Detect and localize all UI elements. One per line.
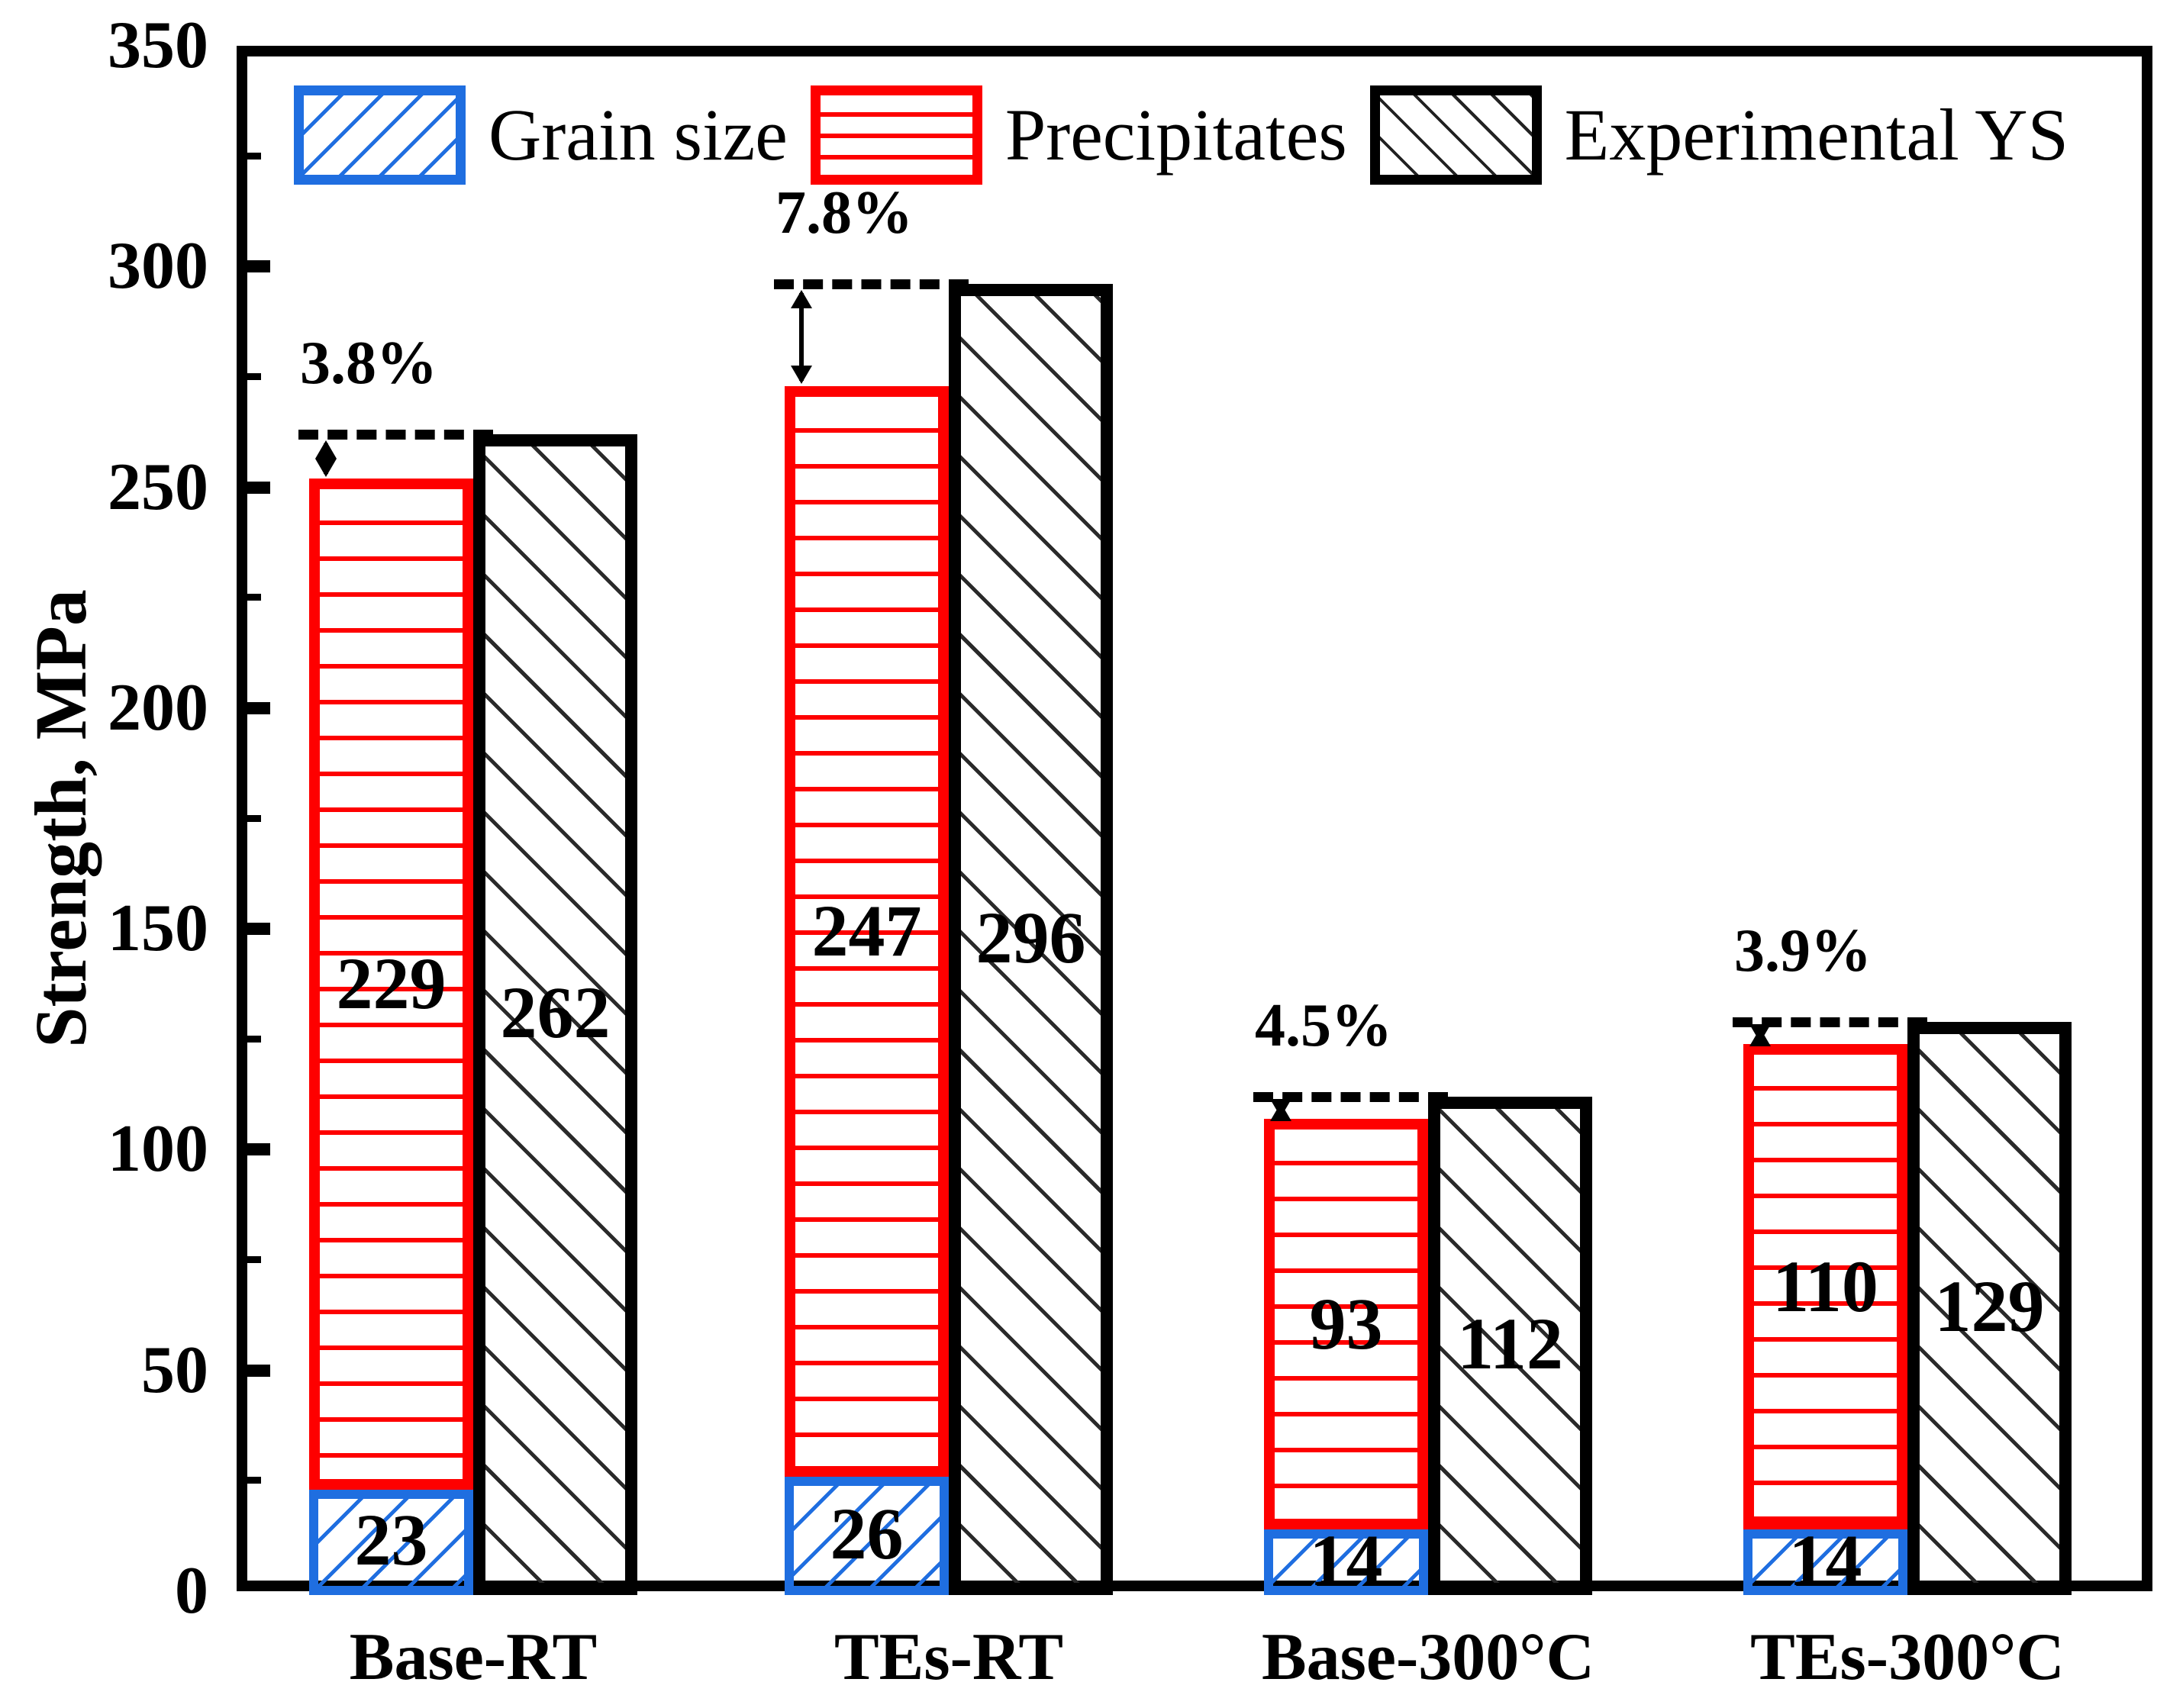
y-axis-tick-label: 350 <box>108 8 208 82</box>
bar-experimental-ys-base-300-c <box>1428 1097 1592 1595</box>
value-label-experimental-ys-tes-rt: 296 <box>975 896 1086 978</box>
y-axis-tick-label: 300 <box>108 229 208 304</box>
value-label-experimental-ys-base-rt: 262 <box>500 972 611 1054</box>
y-axis-tick-label: 50 <box>141 1333 208 1407</box>
bar-grain-size-tes-300-c <box>1743 1529 1907 1595</box>
value-label-grain-size-tes-rt: 26 <box>830 1492 904 1574</box>
y-axis-minor-tick <box>247 1035 261 1043</box>
y-axis-major-tick <box>247 923 270 936</box>
bar-experimental-ys-tes-rt <box>949 284 1113 1595</box>
y-axis-tick-label: 250 <box>108 450 208 524</box>
value-label-experimental-ys-base-300-c: 112 <box>1457 1303 1563 1384</box>
bar-experimental-ys-tes-300-c <box>1907 1021 2072 1595</box>
experimental-ys-swatch-icon <box>1369 85 1542 185</box>
y-axis-tick-label: 0 <box>175 1554 208 1628</box>
gap-percent-label-tes-300-c: 3.9% <box>1734 917 1872 985</box>
value-label-grain-size-base-rt: 23 <box>354 1499 428 1581</box>
y-axis-minor-tick <box>247 594 261 601</box>
y-axis-minor-tick <box>247 814 261 822</box>
gap-reference-line-base-rt <box>298 430 493 440</box>
bar-precipitates-tes-300-c <box>1743 1043 1907 1529</box>
x-category-label-base-300-c: Base-300°C <box>1261 1620 1595 1694</box>
precipitates-swatch-icon <box>810 85 982 185</box>
value-label-grain-size-tes-300-c: 14 <box>1788 1519 1862 1601</box>
y-axis-major-tick <box>247 481 270 494</box>
bar-precipitates-tes-rt <box>785 385 949 1477</box>
bar-grain-size-base-rt <box>309 1489 473 1595</box>
gap-arrow-base-rt <box>311 440 341 477</box>
value-label-precipitates-tes-rt: 247 <box>811 890 922 972</box>
y-axis-major-tick <box>247 701 270 714</box>
value-label-precipitates-base-rt: 229 <box>336 943 447 1025</box>
gap-arrow-tes-300-c <box>1745 1028 1775 1043</box>
gap-percent-label-base-rt: 3.8% <box>300 330 437 398</box>
bar-grain-size-tes-rt <box>785 1476 949 1595</box>
gap-reference-line-tes-rt <box>774 279 969 290</box>
value-label-precipitates-tes-300-c: 110 <box>1772 1245 1878 1327</box>
y-axis-tick-label: 200 <box>108 670 208 745</box>
gap-reference-line-base-300-c <box>1253 1092 1448 1102</box>
y-axis-minor-tick <box>247 1256 261 1264</box>
gap-arrow-base-300-c <box>1266 1103 1296 1117</box>
gap-percent-label-base-300-c: 4.5% <box>1255 992 1392 1059</box>
grain-size-swatch-icon <box>294 85 466 185</box>
gap-arrow-tes-rt <box>786 290 817 384</box>
y-axis-major-tick <box>247 1364 270 1377</box>
value-label-precipitates-base-300-c: 93 <box>1309 1282 1383 1365</box>
y-axis-minor-tick <box>247 1477 261 1484</box>
y-axis-minor-tick <box>247 152 261 160</box>
x-category-label-base-rt: Base-RT <box>349 1620 598 1694</box>
y-axis-tick-label: 150 <box>108 891 208 966</box>
legend-item-experimental-ys: Experimental YS <box>1369 85 2068 185</box>
gap-reference-line-tes-300-c <box>1733 1017 1927 1027</box>
legend-label-grain-size: Grain size <box>488 94 788 176</box>
legend-label-experimental-ys: Experimental YS <box>1564 94 2068 176</box>
y-axis-major-tick <box>247 1143 270 1156</box>
y-axis-minor-tick <box>247 372 261 380</box>
bar-grain-size-base-300-c <box>1264 1529 1428 1595</box>
bar-precipitates-base-rt <box>309 479 473 1490</box>
y-axis-tick-label: 100 <box>108 1112 208 1187</box>
legend-label-precipitates: Precipitates <box>1004 94 1347 176</box>
legend-item-precipitates: Precipitates <box>810 85 1347 185</box>
legend: Grain size Precipitates Experimental YS <box>294 85 2068 185</box>
bar-experimental-ys-base-rt <box>473 434 637 1595</box>
value-label-experimental-ys-tes-300-c: 129 <box>1934 1265 2045 1347</box>
gap-percent-label-tes-rt: 7.8% <box>775 179 913 247</box>
x-category-label-tes-rt: TEs-RT <box>833 1620 1064 1694</box>
y-axis-major-tick <box>247 260 270 273</box>
bar-precipitates-base-300-c <box>1264 1118 1428 1529</box>
legend-item-grain-size: Grain size <box>294 85 788 185</box>
value-label-grain-size-base-300-c: 14 <box>1309 1519 1383 1601</box>
x-category-label-tes-300-c: TEs-300°C <box>1750 1620 2065 1694</box>
